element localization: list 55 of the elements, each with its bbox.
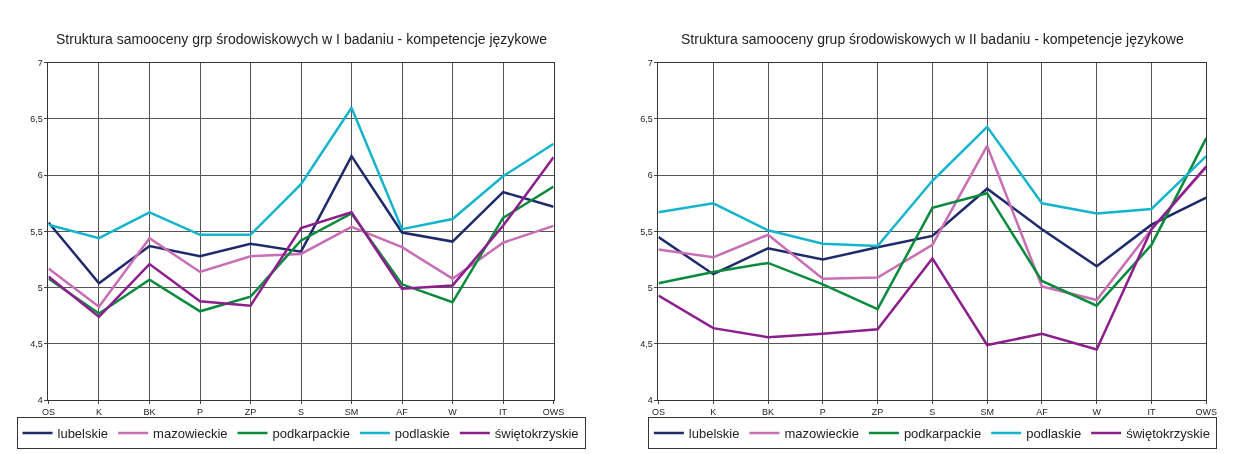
- x-tick-label: OWS: [542, 406, 565, 417]
- y-tick-label: 4,5: [640, 339, 653, 350]
- y-tick-label: 4: [37, 395, 43, 406]
- legend-label: podlaskie: [394, 426, 450, 442]
- x-tick-label: OWS: [1195, 406, 1218, 417]
- y-tick-label: 7: [647, 57, 653, 68]
- legend-label: podkarpackie: [903, 426, 982, 442]
- line-series: [658, 187, 1207, 276]
- x-tick-label: S: [929, 406, 936, 417]
- x-tick-label: AF: [396, 406, 409, 417]
- line-series: [48, 106, 554, 240]
- legend-label: świętokrzyskie: [1126, 426, 1210, 442]
- line-series: [658, 164, 1207, 351]
- x-tick-label: W: [1092, 406, 1102, 417]
- y-tick-label: 5: [37, 282, 43, 293]
- x-tick-label: S: [298, 406, 305, 417]
- x-tick-label: K: [710, 406, 717, 417]
- chart-title: Struktura samooceny grp środowiskowych w I badaniu - kompetencje językowe: [56, 31, 548, 47]
- x-tick-label: OS: [41, 406, 55, 417]
- x-tick-label: BK: [143, 406, 156, 417]
- legend-label: lubelskie: [688, 426, 740, 442]
- y-tick-label: 5,5: [640, 226, 653, 237]
- legend-label: lubelskie: [57, 426, 109, 442]
- x-tick-label: K: [95, 406, 102, 417]
- y-tick-label: 6: [647, 170, 653, 181]
- x-tick-label: ZP: [871, 406, 884, 417]
- y-tick-label: 5: [647, 282, 653, 293]
- line-series: [658, 125, 1207, 248]
- y-tick-label: 5,5: [30, 226, 43, 237]
- x-tick-label: P: [196, 406, 204, 417]
- y-tick-label: 4: [647, 395, 653, 406]
- legend-label: mazowieckie: [784, 426, 859, 442]
- line-series: [48, 154, 554, 285]
- x-tick-label: SM: [980, 406, 994, 417]
- chart-title: Struktura samooceny grup środowiskowych w II badaniu - kompetencje językowe: [681, 31, 1184, 47]
- legend-label: podlaskie: [1026, 426, 1082, 442]
- x-tick-label: IT: [499, 406, 508, 417]
- x-tick-label: W: [448, 406, 458, 417]
- line-series: [48, 224, 554, 309]
- x-tick-label: SM: [344, 406, 359, 417]
- legend-label: świętokrzyskie: [494, 426, 579, 442]
- y-tick-label: 6,5: [30, 114, 43, 125]
- x-tick-label: ZP: [244, 406, 257, 417]
- y-tick-label: 6,5: [640, 114, 653, 125]
- y-tick-label: 7: [37, 57, 43, 68]
- x-tick-label: OS: [651, 406, 665, 417]
- y-tick-label: 4,5: [30, 339, 43, 350]
- x-tick-label: IT: [1147, 406, 1156, 417]
- legend-label: podkarpackie: [272, 426, 350, 442]
- x-tick-label: P: [819, 406, 826, 417]
- line-series: [48, 155, 554, 319]
- x-tick-label: AF: [1036, 406, 1049, 417]
- x-tick-label: BK: [762, 406, 775, 417]
- legend-label: mazowieckie: [153, 426, 228, 442]
- y-tick-label: 6: [37, 170, 43, 181]
